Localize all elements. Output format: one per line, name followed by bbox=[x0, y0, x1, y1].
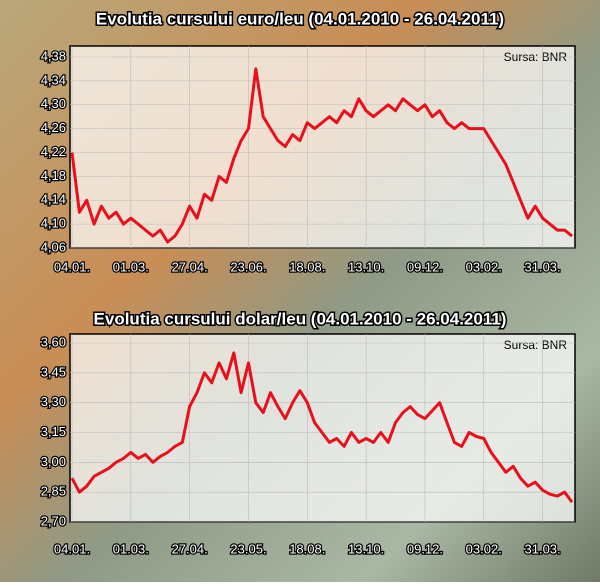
x-tick-label: 27.04. bbox=[172, 541, 208, 556]
y-tick-label: 4,34 bbox=[41, 72, 66, 87]
x-tick-label: 23.05. bbox=[230, 541, 266, 556]
plot-area bbox=[69, 333, 576, 523]
x-tick-label: 01.03. bbox=[113, 259, 149, 274]
x-tick-label: 04.01. bbox=[54, 259, 90, 274]
x-tick-label: 03.02. bbox=[466, 541, 502, 556]
y-tick-label: 4,06 bbox=[41, 239, 66, 254]
x-tick-label: 09.12. bbox=[407, 541, 443, 556]
y-tick-label: 4,14 bbox=[41, 192, 66, 207]
y-tick-label: 4,22 bbox=[41, 144, 66, 159]
y-tick-label: 3,30 bbox=[41, 394, 66, 409]
data-line bbox=[70, 351, 574, 503]
x-tick-label: 31.03. bbox=[525, 259, 561, 274]
y-tick-label: 2,85 bbox=[41, 484, 66, 499]
x-tick-label: 27.04. bbox=[172, 259, 208, 274]
y-tick-label: 4,30 bbox=[41, 96, 66, 111]
y-tick-label: 4,18 bbox=[41, 168, 66, 183]
chart-title: Evolutia cursului dolar/leu (04.01.2010 … bbox=[94, 309, 507, 328]
y-tick-label: 3,45 bbox=[41, 364, 66, 379]
x-tick-label: 09.12. bbox=[407, 259, 443, 274]
x-tick-label: 03.02. bbox=[466, 259, 502, 274]
x-tick-label: 18.08. bbox=[289, 541, 325, 556]
x-tick-label: 04.01. bbox=[54, 541, 90, 556]
y-tick-label: 4,26 bbox=[41, 120, 66, 135]
x-tick-label: 18.08. bbox=[289, 259, 325, 274]
plot-area bbox=[69, 45, 576, 249]
y-tick-label: 4,10 bbox=[41, 216, 66, 231]
data-line bbox=[70, 67, 573, 244]
x-tick-label: 31.03. bbox=[525, 541, 561, 556]
source-note: Sursa: BNR bbox=[504, 338, 568, 352]
chart-title: Evolutia cursului euro/leu (04.01.2010 -… bbox=[96, 9, 504, 28]
y-tick-label: 3,00 bbox=[41, 454, 66, 469]
x-tick-label: 01.03. bbox=[113, 541, 149, 556]
y-tick-label: 3,15 bbox=[41, 424, 66, 439]
y-tick-label: 4,38 bbox=[41, 48, 66, 63]
x-tick-label: 23.06. bbox=[230, 259, 266, 274]
y-tick-label: 3,60 bbox=[41, 334, 66, 349]
x-tick-label: 13.10. bbox=[348, 541, 384, 556]
x-tick-label: 13.10. bbox=[348, 259, 384, 274]
y-tick-label: 2,70 bbox=[41, 513, 66, 528]
